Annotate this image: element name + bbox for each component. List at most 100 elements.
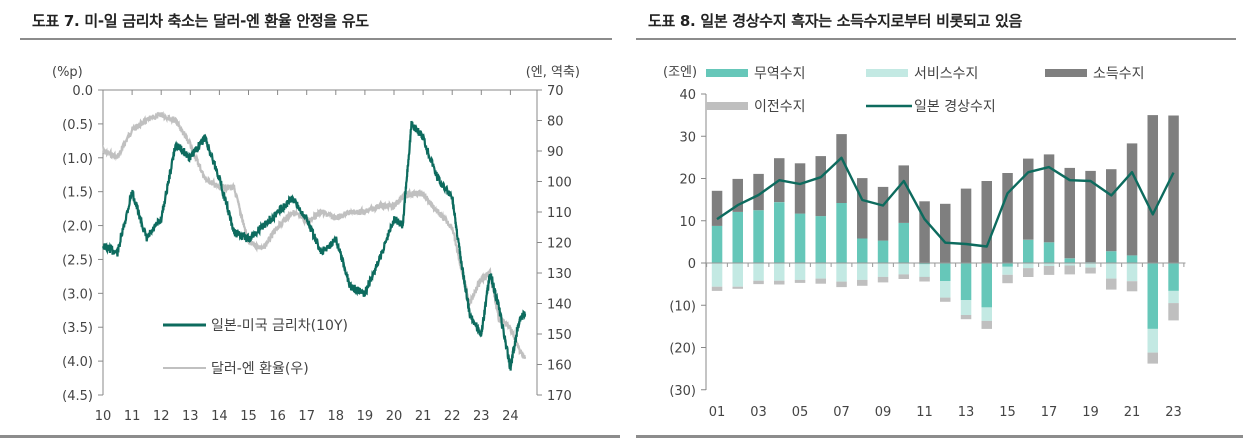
bar-group-08 [857, 178, 868, 286]
bar-group-21 [1126, 143, 1138, 292]
legend-label: 소득수지 [1093, 66, 1145, 82]
legend-label-usdjpy: 달러-엔 환율(우) [211, 361, 309, 377]
bar-segment [1002, 266, 1013, 275]
bar-segment [877, 276, 889, 283]
bar-segment [1023, 263, 1034, 269]
bar-group-19 [1085, 170, 1096, 274]
left-line-chart: 0.0 (0.5) (1.0) (1.5) (2.0) (2.5) (3.0) (3.5) (4… [52, 65, 580, 424]
bar-segment [1085, 267, 1096, 274]
x-tick-label: 21 [415, 409, 432, 424]
bar-group-04 [774, 158, 785, 285]
x-tick-label: 10 [95, 409, 112, 424]
x-tick-label: 19 [1082, 405, 1099, 420]
bar-group-07 [836, 134, 847, 288]
bar-segment [877, 263, 889, 277]
x-tick-label: 17 [1041, 405, 1058, 420]
bar-segment [815, 263, 826, 279]
legend-swatch [706, 102, 748, 110]
x-tick-label: 21 [1124, 405, 1141, 420]
bar-segment [857, 178, 868, 239]
bar-segment [1126, 143, 1138, 256]
x-tick-label: 13 [182, 409, 199, 424]
bar-segment [877, 186, 889, 241]
bar-group-05 [794, 163, 806, 283]
right-y-tick-label: 120 [547, 237, 572, 252]
x-tick-label: 16 [269, 409, 286, 424]
bar-segment [898, 274, 909, 279]
y-tick-label: 30 [679, 130, 696, 145]
bar-segment [1002, 274, 1013, 284]
x-tick-label: 17 [298, 409, 315, 424]
bar-segment [1043, 266, 1055, 275]
bar-segment [1002, 263, 1013, 267]
right-y-tick-label: 110 [547, 206, 572, 221]
bar-segment [836, 263, 847, 282]
bar-segment [960, 263, 972, 301]
bar-group-23 [1168, 115, 1179, 321]
bar-segment [857, 279, 868, 286]
bar-segment [836, 203, 847, 263]
right-bar-chart: 40 30 20 10 0 (10) (20) (30) (조엔) 01 03 05 07 09 11 13 1… [663, 65, 1186, 420]
bar-segment [1106, 251, 1117, 263]
bar-segment [877, 240, 889, 263]
bar-segment [1126, 255, 1138, 263]
bar-segment [919, 264, 930, 277]
bar-segment [753, 280, 764, 285]
bar-segment [836, 134, 847, 203]
bar-group-11 [919, 201, 930, 282]
bar-segment [1126, 263, 1138, 282]
bar-segment [1085, 170, 1096, 263]
x-tick-label: 13 [958, 405, 975, 420]
bar-segment [1147, 352, 1158, 364]
bar-segment [1064, 265, 1075, 275]
y-tick-label: 40 [679, 88, 696, 103]
bar-segment [836, 281, 847, 288]
right-bottom-divider [636, 435, 1243, 438]
bar-segment [940, 281, 951, 298]
bar-segment [794, 163, 806, 214]
bar-segment [857, 238, 868, 263]
bar-segment [753, 210, 764, 263]
bar-group-16 [1023, 158, 1034, 277]
left-y-tick-label: (1.5) [62, 186, 93, 201]
right-y-tick-label: 80 [547, 115, 564, 130]
y-tick-label: (30) [669, 384, 696, 399]
bar-segment [1023, 158, 1034, 240]
x-tick-label: 22 [444, 409, 461, 424]
bar-segment [960, 300, 972, 315]
legend-label: 이전수지 [754, 99, 806, 115]
bar-group-03 [753, 173, 764, 285]
bar-group-02 [732, 178, 743, 289]
bar-segment [1002, 173, 1013, 263]
legend-label: 서비스수지 [914, 66, 978, 82]
bar-group-06 [815, 156, 826, 284]
legend-swatch [1045, 69, 1087, 77]
y-tick-label: 10 [679, 215, 696, 230]
bar-segment [960, 188, 972, 263]
y-tick-label: (10) [669, 299, 696, 314]
bar-segment [753, 173, 764, 211]
legend-swatch [866, 69, 908, 77]
bar-segment [732, 263, 743, 287]
bar-segment [919, 263, 930, 265]
x-tick-label: 15 [240, 409, 257, 424]
bar-segment [815, 278, 826, 284]
current-account-line [716, 156, 1175, 248]
bar-group-14 [981, 181, 992, 329]
bar-segment [794, 263, 806, 280]
bar-segment [981, 263, 992, 308]
legend-label-spread: 일본-미국 금리차(10Y) [211, 318, 348, 334]
bar-group-13 [960, 188, 972, 320]
right-y-tick-label: 90 [547, 145, 564, 160]
left-y-tick-label: (1.0) [62, 152, 93, 167]
bar-segment [774, 202, 785, 263]
x-tick-label: 23 [473, 409, 490, 424]
bar-group-09 [877, 186, 889, 283]
bar-segment [1043, 154, 1055, 243]
bar-group-18 [1064, 167, 1075, 275]
x-tick-label: 20 [386, 409, 403, 424]
right-y-tick-label: 130 [547, 267, 572, 282]
bar-segment [1043, 263, 1055, 266]
bar-segment [794, 213, 806, 263]
